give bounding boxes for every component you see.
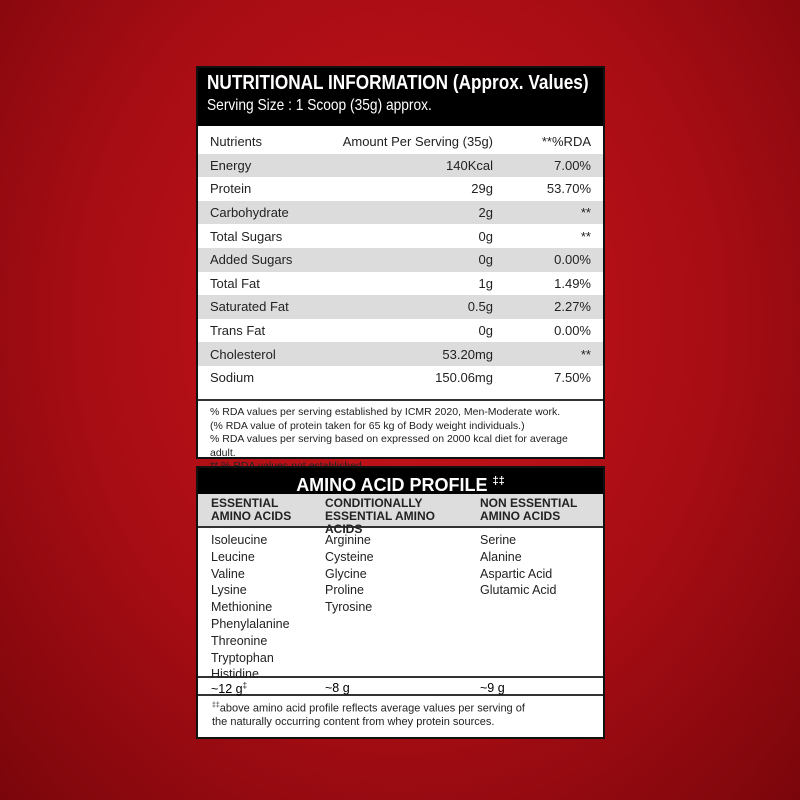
- amino-column-headers: ESSENTIAL AMINO ACIDS CONDITIONALLY ESSENT…: [198, 494, 603, 536]
- rda: 7.00%: [493, 153, 603, 178]
- amount: 140Kcal: [314, 153, 493, 178]
- nutrient-name: Trans Fat: [210, 323, 266, 339]
- amino-acid-item: Histidine: [211, 667, 259, 682]
- conditional-total: ~8 g: [325, 681, 350, 695]
- amino-title-mark: ‡‡: [492, 475, 505, 487]
- amino-acid-item: Phenylalanine: [211, 616, 290, 631]
- amino-acid-item: Tyrosine: [325, 600, 373, 615]
- conditional-list: Arginine Cysteine Glycine Proline Tyrosine: [316, 532, 471, 676]
- amount: 0g: [314, 247, 493, 272]
- table-row: Protein 29g 53.70%: [198, 177, 603, 201]
- amino-acid-item: Methionine: [211, 600, 273, 615]
- amino-acid-item: Lysine: [211, 583, 247, 598]
- amino-acid-item: Isoleucine: [211, 533, 268, 547]
- table-header-row: Nutrients Amount Per Serving (35g) **%RD…: [198, 130, 603, 154]
- amino-totals-row: ~12 g‡ ~8 g ~9 g: [198, 678, 603, 696]
- non-essential-total: ~9 g: [480, 681, 505, 695]
- amount: 0g: [478, 228, 493, 244]
- column-header-non-essential: NON ESSENTIAL AMINO ACIDS: [480, 496, 578, 523]
- rda: 7.50%: [554, 370, 591, 386]
- essential-total: ~12 g‡: [211, 681, 248, 697]
- rda: 53.70%: [546, 181, 591, 197]
- amino-acid-item: Glycine: [325, 566, 367, 581]
- amino-footnote: ‡‡above amino acid profile reflects aver…: [212, 702, 525, 729]
- amino-acid-item: Cysteine: [325, 549, 374, 564]
- table-row: Total Fat 1g 1.49%: [198, 272, 603, 296]
- amino-acid-item: Threonine: [211, 633, 268, 648]
- amino-title: AMINO ACID PROFILE: [296, 475, 488, 495]
- header-nutrients: Nutrients: [210, 134, 263, 150]
- amino-acid-item: Glutamic Acid: [480, 583, 557, 598]
- column-header-conditional: CONDITIONALLY ESSENTIAL AMINO ACIDS: [325, 496, 436, 536]
- amino-acid-panel: AMINO ACID PROFILE ‡‡ ESSENTIAL AMINO ACI…: [196, 466, 605, 739]
- rda: **: [493, 342, 603, 366]
- header-amount: Amount Per Serving (35g): [342, 134, 493, 150]
- amount: 29g: [471, 181, 493, 197]
- amount: 0g: [478, 323, 493, 339]
- essential-list: Isoleucine Leucine Valine Lysine Methionine P…: [198, 532, 316, 681]
- amino-title-bar: AMINO ACID PROFILE ‡‡: [198, 468, 603, 495]
- header-rda: **%RDA: [541, 134, 591, 150]
- table-row: Sodium 150.06mg 7.50%: [198, 366, 603, 390]
- column-header-essential: ESSENTIAL AMINO ACIDS: [211, 496, 292, 523]
- table-row: Saturated Fat 0.5g 2.27%: [198, 295, 603, 319]
- table-row: Total Sugars 0g **: [198, 224, 603, 248]
- amount: 1g: [478, 275, 493, 291]
- nutrition-table: Nutrients Amount Per Serving (35g) **%RD…: [198, 130, 603, 390]
- nutrient-name: Carbohydrate: [198, 200, 315, 225]
- amino-lists: Isoleucine Leucine Valine Lysine Methionine P…: [198, 528, 603, 681]
- amino-acid-item: Serine: [480, 533, 517, 547]
- amount: 150.06mg: [435, 370, 493, 386]
- rda: 0.00%: [554, 323, 591, 339]
- amino-acid-item: Arginine: [325, 533, 371, 547]
- nutrient-name: Total Fat: [210, 275, 260, 291]
- table-row: Trans Fat 0g 0.00%: [198, 319, 603, 343]
- footnote-line: (% RDA value of protein taken for 65 kg …: [210, 419, 525, 432]
- amino-acid-item: Aspartic Acid: [480, 566, 553, 581]
- nutrition-panel: NUTRITIONAL INFORMATION (Approx. Values)…: [196, 66, 605, 472]
- amino-acid-item: Alanine: [480, 549, 522, 564]
- table-row: Carbohydrate 2g **: [198, 200, 603, 225]
- rda: 2.27%: [493, 295, 603, 319]
- footnote-line: % RDA values per serving established by …: [210, 406, 561, 418]
- table-row: Added Sugars 0g 0.00%: [198, 247, 603, 272]
- rda: 1.49%: [554, 275, 591, 291]
- rda: **: [493, 200, 603, 225]
- table-row: Cholesterol 53.20mg **: [198, 342, 603, 366]
- amino-acid-item: Proline: [325, 583, 364, 598]
- nutrient-name: Added Sugars: [198, 247, 315, 272]
- amount: 0.5g: [314, 295, 493, 319]
- rda: 0.00%: [493, 247, 603, 272]
- amino-acid-item: Valine: [211, 566, 245, 581]
- footnote-line: % RDA values per serving based on expres…: [210, 433, 568, 459]
- nutrient-name: Protein: [210, 181, 252, 197]
- table-row: Energy 140Kcal 7.00%: [198, 153, 603, 178]
- serving-size: Serving Size : 1 Scoop (35g) approx.: [207, 97, 432, 114]
- non-essential-list: Serine Alanine Aspartic Acid Glutamic Acid: [471, 532, 556, 676]
- amino-acid-item: Leucine: [211, 549, 255, 564]
- amino-acid-item: Tryptophan: [211, 650, 274, 665]
- nutrient-name: Cholesterol: [198, 342, 315, 366]
- nutrient-name: Total Sugars: [210, 228, 283, 244]
- nutrient-name: Sodium: [210, 370, 255, 386]
- nutrient-name: Energy: [198, 153, 315, 178]
- amount: 2g: [314, 200, 493, 225]
- amount: 53.20mg: [314, 342, 493, 366]
- nutrition-header: NUTRITIONAL INFORMATION (Approx. Values)…: [198, 68, 603, 126]
- nutrient-name: Saturated Fat: [198, 295, 315, 319]
- nutrition-title: NUTRITIONAL INFORMATION (Approx. Values): [207, 72, 589, 94]
- rda: **: [580, 228, 591, 244]
